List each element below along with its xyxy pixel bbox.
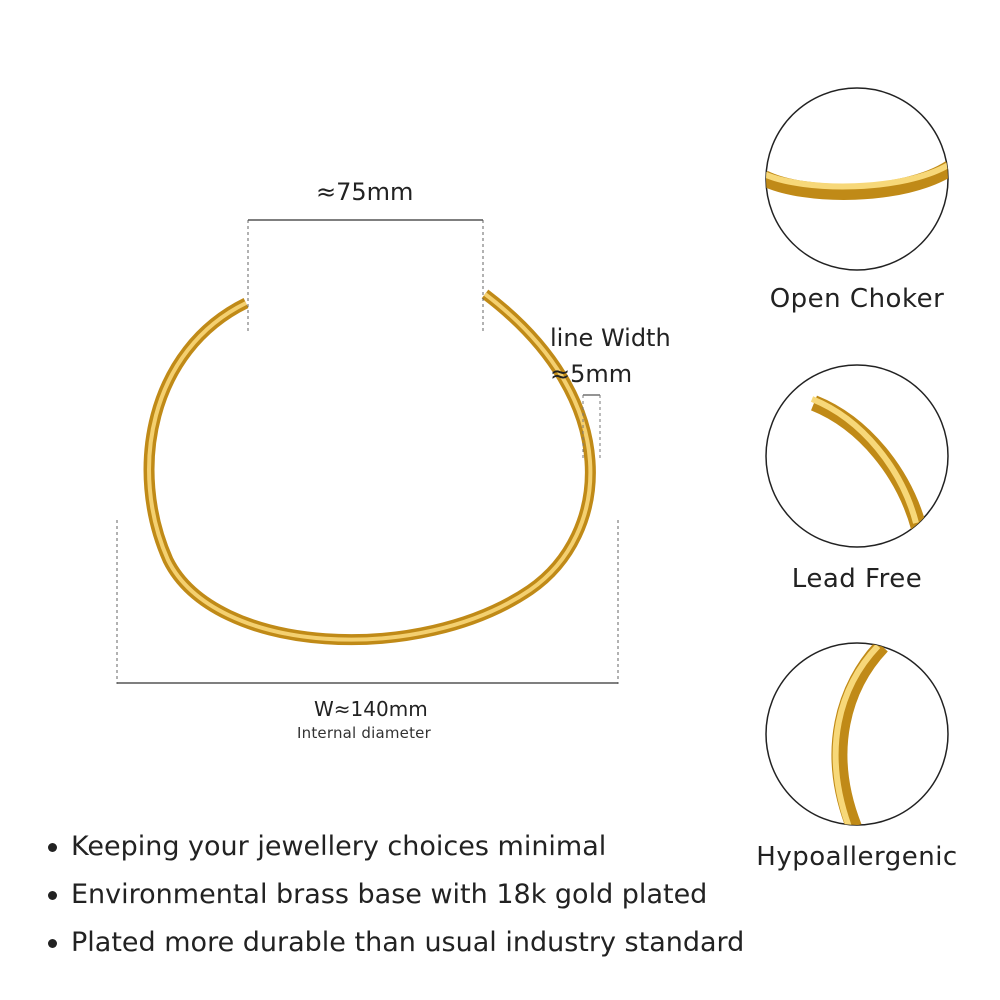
- choker-ring: [143, 289, 596, 646]
- width-dimension-label: W≈140mm: [314, 697, 428, 721]
- feature-open-choker-label: Open Choker: [769, 284, 945, 314]
- feature-lead-free-label: Lead Free: [791, 564, 923, 594]
- bullet-text: Environmental brass base with 18k gold p…: [71, 879, 708, 910]
- bullet-text: Keeping your jewellery choices minimal: [71, 831, 607, 862]
- bullet-item: Keeping your jewellery choices minimal: [48, 823, 744, 871]
- feature-hypoallergenic-image: [765, 642, 949, 826]
- feature-lead-free-image: [765, 364, 949, 548]
- feature-open-choker-image: [765, 87, 949, 271]
- bullet-item: Environmental brass base with 18k gold p…: [48, 871, 744, 919]
- width-dimension-note: Internal diameter: [297, 724, 431, 742]
- opening-dimension-label: ≈75mm: [316, 178, 414, 206]
- bullet-dot: [48, 842, 57, 852]
- line-width-label: line Width: [550, 324, 671, 352]
- bullet-item: Plated more durable than usual industry …: [48, 919, 744, 967]
- choker-ring-highlight: [147, 292, 593, 642]
- choker-illustration: [116, 219, 619, 684]
- feature-bullet-list: Keeping your jewellery choices minimal E…: [48, 823, 744, 967]
- bullet-dot: [48, 890, 57, 900]
- bullet-text: Plated more durable than usual industry …: [71, 927, 745, 958]
- bullet-dot: [48, 938, 57, 948]
- feature-hypoallergenic-label: Hypoallergenic: [756, 842, 958, 872]
- line-width-value: ≈5mm: [550, 360, 633, 388]
